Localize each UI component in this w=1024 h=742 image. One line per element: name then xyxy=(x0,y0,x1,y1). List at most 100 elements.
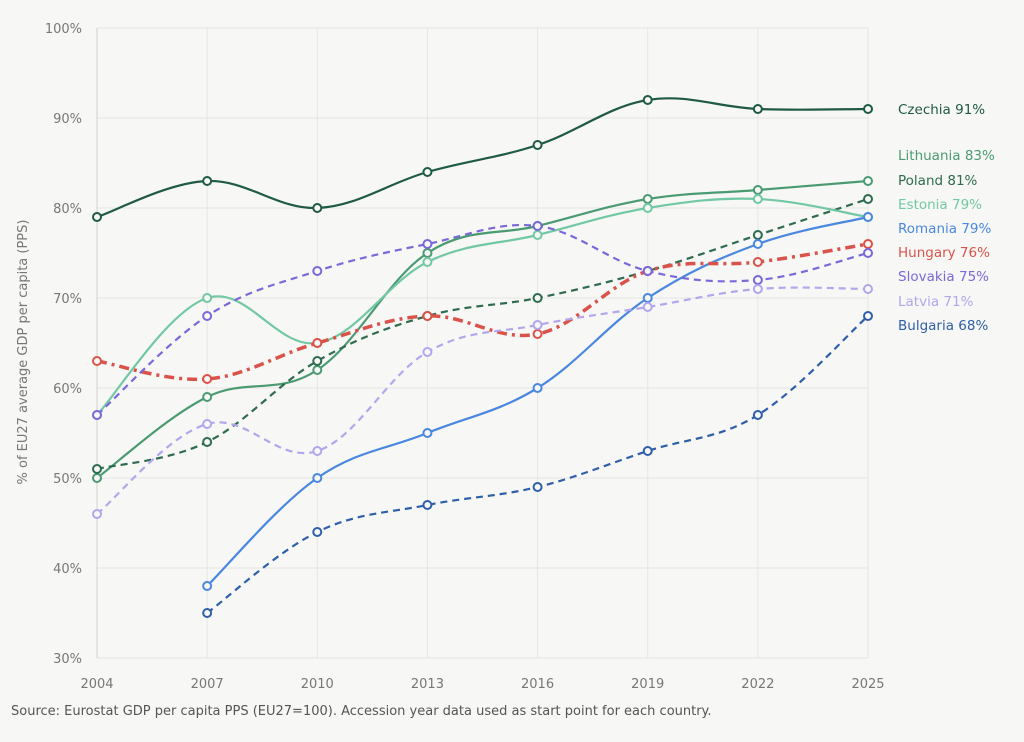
y-tick-label: 100% xyxy=(45,22,82,37)
grid xyxy=(96,27,869,659)
series-latvia xyxy=(92,284,873,519)
point-slovakia-2010 xyxy=(312,266,323,276)
point-czechia-2007 xyxy=(202,176,213,186)
point-bulgaria-2010 xyxy=(312,527,323,537)
label-czechia: Czechia 91% xyxy=(898,102,985,118)
point-bulgaria-2007 xyxy=(202,608,213,618)
point-czechia-2022 xyxy=(752,104,763,114)
point-hungary-2013 xyxy=(422,311,433,321)
point-lithuania-2013 xyxy=(422,248,433,258)
line-hungary xyxy=(96,242,869,382)
series-bulgaria xyxy=(202,311,873,618)
point-latvia-2016 xyxy=(532,320,543,330)
point-latvia-2013 xyxy=(422,347,433,357)
point-romania-2019 xyxy=(642,293,653,303)
point-slovakia-2019 xyxy=(642,266,653,276)
point-hungary-2010 xyxy=(312,338,323,348)
point-latvia-2022 xyxy=(752,284,763,294)
point-lithuania-2010 xyxy=(312,365,323,375)
point-hungary-2004 xyxy=(92,356,102,366)
x-tick-label: 2025 xyxy=(851,677,884,692)
label-romania: Romania 79% xyxy=(898,221,992,237)
point-lithuania-2007 xyxy=(202,392,213,402)
series-czechia xyxy=(92,95,873,222)
point-slovakia-2016 xyxy=(532,221,543,231)
line-chart: 30%40%50%60%70%80%90%100% 2004 2007 2010 20… xyxy=(16,22,995,692)
point-hungary-2007 xyxy=(202,374,213,384)
point-czechia-2010 xyxy=(312,203,323,213)
point-lithuania-2004 xyxy=(92,473,102,483)
point-slovakia-2007 xyxy=(202,311,213,321)
line-poland xyxy=(96,197,869,471)
series-hungary xyxy=(92,239,873,384)
point-czechia-2025 xyxy=(863,104,873,114)
point-romania-2016 xyxy=(532,383,543,393)
line-czechia xyxy=(96,97,869,219)
point-bulgaria-2022 xyxy=(752,410,763,420)
x-tick-label: 2013 xyxy=(411,677,444,692)
x-tick-label: 2016 xyxy=(521,677,554,692)
x-axis: 2004 2007 2010 2013 2016 2019 2022 2025 xyxy=(80,677,884,692)
x-tick-label: 2010 xyxy=(301,677,334,692)
label-estonia: Estonia 79% xyxy=(898,197,982,213)
point-latvia-2004 xyxy=(92,509,102,519)
source-note: Source: Eurostat GDP per capita PPS (EU2… xyxy=(11,704,712,719)
y-tick-label: 90% xyxy=(53,112,82,127)
point-lithuania-2022 xyxy=(752,185,763,195)
point-poland-2016 xyxy=(532,293,543,303)
series-labels: Czechia 91% Lithuania 83% Poland 81% Estoni… xyxy=(898,102,995,334)
y-tick-label: 80% xyxy=(53,202,82,217)
label-poland: Poland 81% xyxy=(898,173,978,189)
line-slovakia xyxy=(96,224,869,416)
x-tick-label: 2022 xyxy=(741,677,774,692)
point-estonia-2022 xyxy=(752,194,763,204)
point-poland-2022 xyxy=(752,230,763,240)
point-bulgaria-2013 xyxy=(422,500,433,510)
line-latvia xyxy=(96,286,869,515)
series-slovakia xyxy=(92,221,873,420)
x-tick-label: 2007 xyxy=(191,677,224,692)
point-estonia-2007 xyxy=(202,293,213,303)
point-romania-2025 xyxy=(863,212,873,222)
point-czechia-2019 xyxy=(642,95,653,105)
y-tick-label: 60% xyxy=(53,382,82,397)
y-axis: 30% 40% 50% 60% 70% 80% 90% 100% xyxy=(45,22,82,667)
line-lithuania xyxy=(96,179,869,479)
y-tick-label: 50% xyxy=(53,472,82,487)
point-czechia-2013 xyxy=(422,167,433,177)
point-latvia-2007 xyxy=(202,419,213,429)
point-czechia-2004 xyxy=(92,212,102,222)
point-bulgaria-2016 xyxy=(532,482,543,492)
series-poland xyxy=(92,194,873,474)
point-czechia-2016 xyxy=(532,140,543,150)
point-latvia-2019 xyxy=(642,302,653,312)
point-romania-2010 xyxy=(312,473,323,483)
series-lines xyxy=(92,95,873,618)
point-slovakia-2025 xyxy=(863,248,873,258)
point-estonia-2019 xyxy=(642,203,653,213)
label-slovakia: Slovakia 75% xyxy=(898,269,989,285)
x-tick-label: 2019 xyxy=(631,677,664,692)
point-slovakia-2022 xyxy=(752,275,763,285)
point-bulgaria-2019 xyxy=(642,446,653,456)
point-latvia-2010 xyxy=(312,446,323,456)
label-bulgaria: Bulgaria 68% xyxy=(898,318,988,334)
point-romania-2013 xyxy=(422,428,433,438)
point-hungary-2022 xyxy=(752,257,763,267)
x-tick-label: 2004 xyxy=(80,677,113,692)
label-latvia: Latvia 71% xyxy=(898,294,974,310)
y-tick-label: 30% xyxy=(53,652,82,667)
point-bulgaria-2025 xyxy=(863,311,873,321)
y-tick-label: 40% xyxy=(53,562,82,577)
series-lithuania xyxy=(92,176,873,483)
point-slovakia-2013 xyxy=(422,239,433,249)
y-tick-label: 70% xyxy=(53,292,82,307)
point-estonia-2013 xyxy=(422,257,433,267)
point-romania-2007 xyxy=(202,581,213,591)
point-hungary-2025 xyxy=(863,239,873,249)
point-slovakia-2004 xyxy=(92,410,102,420)
point-lithuania-2025 xyxy=(863,176,873,186)
label-lithuania: Lithuania 83% xyxy=(898,148,995,164)
point-poland-2004 xyxy=(92,464,102,474)
y-axis-label: % of EU27 average GDP per capita (PPS) xyxy=(16,220,31,485)
